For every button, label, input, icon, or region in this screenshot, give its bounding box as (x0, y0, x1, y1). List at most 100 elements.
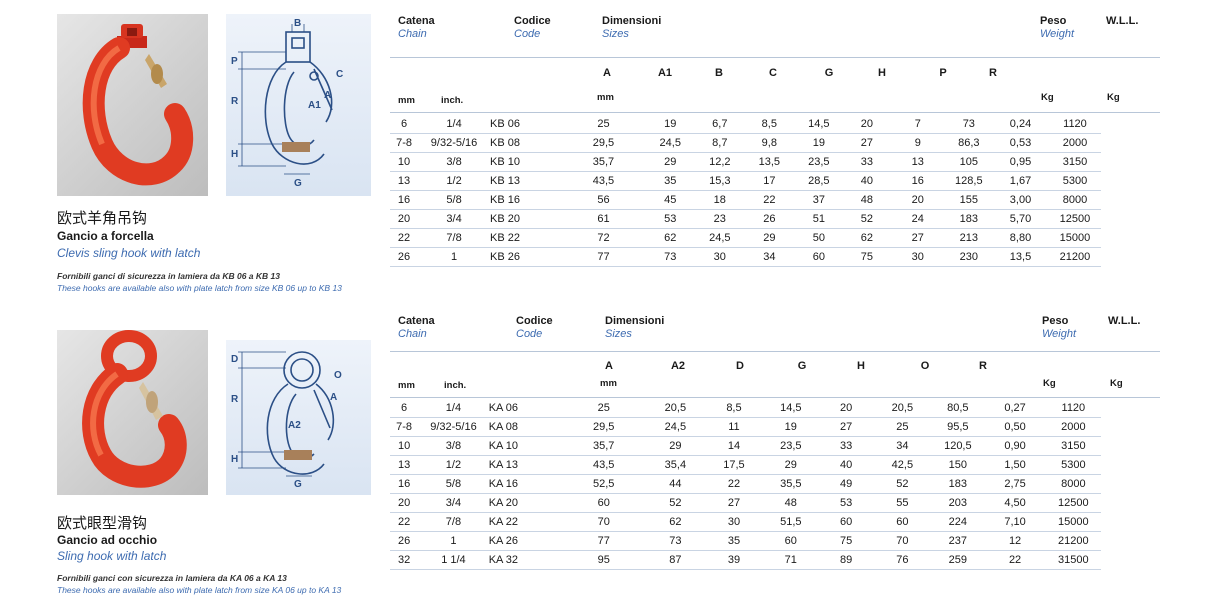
table-cell: 62 (645, 512, 706, 532)
table-cell: 50 (794, 228, 844, 248)
sling-hook-technical-drawing: D R H O A A2 G (226, 340, 371, 495)
header-peso: Peso (1042, 315, 1069, 327)
table-cell: 7,10 (984, 512, 1047, 532)
table-cell: 35,7 (561, 152, 646, 172)
table-cell: 13 (390, 171, 419, 191)
table-row: 10 3/8 KB 10 35,7 29 12,2 13,5 23,5 33 13 105 0,95 3… (390, 152, 1160, 172)
table-cell: 28,5 (794, 171, 844, 191)
header-wll: W.L.L. (1108, 315, 1141, 327)
table-cell: 2000 (1048, 133, 1102, 153)
product-code-cell: KA 32 (488, 550, 563, 570)
header-sizes: Sizes (602, 28, 629, 40)
table-cell: 40 (843, 171, 891, 191)
table-cell: 35 (645, 171, 696, 191)
svg-text:A: A (330, 392, 337, 403)
table-cell: 61 (561, 209, 646, 229)
table-cell: 25 (561, 115, 646, 134)
table-cell: 55 (873, 493, 932, 513)
product-title-en: Clevis sling hook with latch (57, 246, 201, 260)
column-header-h: H (857, 360, 865, 372)
table-cell: 17,5 (705, 455, 763, 475)
table-row: 6 1/4 KA 06 25 20,5 8,5 14,5 20 20,5 80,5 0,27 1120 (390, 399, 1160, 418)
product-code-cell: KB 20 (490, 209, 562, 229)
table-cell: 95,5 (931, 417, 985, 437)
product-code-cell: KB 26 (490, 247, 562, 267)
svg-text:A1: A1 (308, 100, 321, 111)
table-cell: 87 (645, 550, 706, 570)
table-cell: 18 (695, 190, 745, 210)
product-title-en: Sling hook with latch (57, 549, 167, 563)
unit-inch: inch. (444, 380, 467, 391)
table-cell: 12,2 (695, 152, 745, 172)
table-cell: 35 (705, 531, 763, 551)
table-cell: 11 (705, 417, 763, 437)
kb-hook-table: 6 1/4 KB 06 25 19 6,7 8,5 14,5 20 7 73 0,24 1120 7-8 9… (390, 115, 1160, 267)
availability-note-en: These hooks are available also with plat… (57, 585, 342, 595)
table-cell: 8000 (1046, 474, 1101, 494)
ka-hook-table: 6 1/4 KA 06 25 20,5 8,5 14,5 20 20,5 80,5 0,27 1120… (390, 399, 1160, 570)
product-code-cell: KA 08 (488, 417, 563, 437)
table-cell: 15000 (1046, 512, 1101, 532)
table-cell: 27 (705, 493, 763, 513)
table-cell: 3150 (1046, 436, 1101, 456)
table-cell: 12500 (1046, 493, 1101, 513)
table-row: 26 1 KB 26 77 73 30 34 60 75 30 230 13,5 21200 (390, 247, 1160, 267)
table-cell: 237 (931, 531, 985, 551)
header-chain: Chain (398, 328, 427, 340)
table-cell: 95 (562, 550, 646, 570)
product-title-it: Gancio a forcella (57, 229, 154, 243)
table-cell: 1 1/4 (418, 550, 489, 570)
table-cell: 24,5 (645, 417, 706, 437)
table-cell: 6 (390, 399, 419, 418)
table-cell: 89 (819, 550, 874, 570)
table-cell: 40 (819, 455, 874, 475)
svg-text:H: H (231, 454, 238, 465)
table-cell: 7-8 (390, 133, 419, 153)
availability-note-it: Fornibili ganci con sicurezza in lamiera… (57, 573, 287, 583)
table-cell: 27 (843, 133, 891, 153)
table-cell: 5300 (1046, 455, 1101, 475)
table-row: 16 5/8 KB 16 56 45 18 22 37 48 20 155 3,00 8000 (390, 190, 1160, 210)
table-cell: 26 (390, 531, 419, 551)
table-cell: 8,7 (695, 133, 745, 153)
table-cell: 14,5 (762, 399, 820, 418)
table-cell: 213 (945, 228, 993, 248)
table-cell: 20 (843, 115, 891, 134)
table-cell: 49 (819, 474, 874, 494)
table-cell: 183 (945, 209, 993, 229)
header-peso: Peso (1040, 15, 1067, 27)
svg-text:G: G (294, 479, 302, 490)
product-code-cell: KB 16 (490, 190, 562, 210)
svg-text:B: B (294, 18, 301, 29)
table-cell: 0,95 (992, 152, 1049, 172)
table-cell: 21200 (1046, 531, 1101, 551)
table-cell: 203 (931, 493, 985, 513)
column-header-r: R (979, 360, 987, 372)
svg-text:R: R (231, 394, 239, 405)
table-cell: 9,8 (744, 133, 795, 153)
table-cell: 1120 (1046, 399, 1101, 418)
table-cell: 35,7 (562, 436, 646, 456)
product-code-cell: KB 22 (490, 228, 562, 248)
table-cell: 35,4 (645, 455, 706, 475)
sling-hook-photo (57, 330, 208, 495)
table-cell: 60 (762, 531, 820, 551)
unit-weight-kg: Kg (1043, 378, 1056, 389)
table-cell: 7 (890, 115, 946, 134)
availability-note-en: These hooks are available also with plat… (57, 283, 342, 293)
table-cell: 19 (762, 417, 820, 437)
unit-weight-kg: Kg (1041, 92, 1054, 103)
table-cell: 31500 (1046, 550, 1101, 570)
table-row: 16 5/8 KA 16 52,5 44 22 35,5 49 52 183 2,75 8000 (390, 474, 1160, 494)
table-cell: 52 (873, 474, 932, 494)
table-cell: 30 (695, 247, 745, 267)
table-cell: 24,5 (695, 228, 745, 248)
column-header-h: H (878, 67, 886, 79)
product-code-cell: KB 06 (490, 115, 562, 134)
table-cell: 24,5 (645, 133, 696, 153)
table-cell: 3,00 (992, 190, 1049, 210)
table-cell: 13,5 (992, 247, 1049, 267)
table-cell: 12 (984, 531, 1047, 551)
table-cell: 16 (890, 171, 946, 191)
table-cell: 23,5 (762, 436, 820, 456)
